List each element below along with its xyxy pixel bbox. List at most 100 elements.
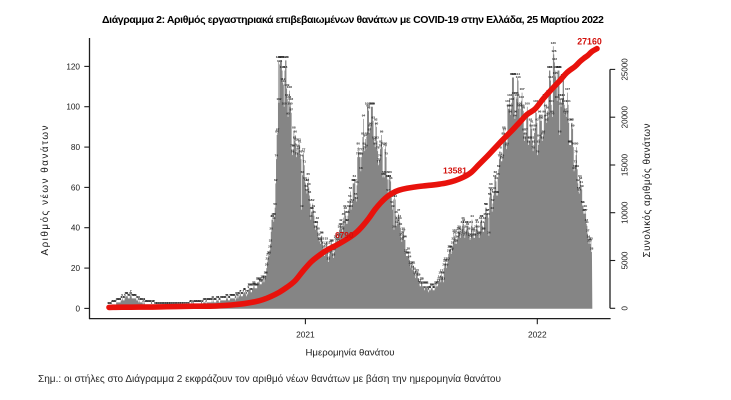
svg-text:100: 100 <box>517 101 522 105</box>
svg-text:3: 3 <box>144 297 146 301</box>
svg-text:20: 20 <box>442 263 446 267</box>
svg-text:15: 15 <box>417 273 421 277</box>
svg-text:114: 114 <box>510 72 515 76</box>
svg-text:75: 75 <box>360 152 364 156</box>
svg-text:63: 63 <box>303 176 307 180</box>
svg-text:Ημερομηνία θανάτου: Ημερομηνία θανάτου <box>306 348 395 359</box>
svg-text:64: 64 <box>387 174 391 178</box>
svg-text:1: 1 <box>174 301 176 305</box>
svg-text:1: 1 <box>173 301 175 305</box>
svg-text:51: 51 <box>350 200 354 204</box>
svg-text:2: 2 <box>199 299 201 303</box>
svg-text:6: 6 <box>238 291 240 295</box>
svg-text:14: 14 <box>260 275 264 279</box>
svg-text:54: 54 <box>392 194 396 198</box>
svg-text:3: 3 <box>214 297 216 301</box>
svg-text:118: 118 <box>548 65 553 69</box>
svg-text:1: 1 <box>186 301 188 305</box>
svg-text:3: 3 <box>209 297 211 301</box>
svg-text:4: 4 <box>123 295 125 299</box>
svg-text:34: 34 <box>455 234 459 238</box>
svg-text:4: 4 <box>227 295 229 299</box>
svg-text:2: 2 <box>199 299 201 303</box>
svg-text:1: 1 <box>177 301 179 305</box>
svg-text:42: 42 <box>345 218 349 222</box>
svg-text:85: 85 <box>365 132 369 136</box>
svg-text:100: 100 <box>369 101 374 105</box>
svg-text:30: 30 <box>324 242 328 246</box>
svg-text:1: 1 <box>183 301 185 305</box>
svg-text:105: 105 <box>512 91 517 95</box>
svg-text:123: 123 <box>278 55 283 59</box>
svg-text:96: 96 <box>542 109 546 113</box>
svg-text:5: 5 <box>227 293 229 297</box>
svg-text:75: 75 <box>499 152 503 156</box>
svg-text:3: 3 <box>140 297 142 301</box>
svg-text:4: 4 <box>222 295 224 299</box>
svg-text:1: 1 <box>172 301 174 305</box>
svg-text:2: 2 <box>113 299 115 303</box>
svg-text:3: 3 <box>118 297 120 301</box>
svg-text:76: 76 <box>574 150 578 154</box>
svg-text:9: 9 <box>433 285 435 289</box>
svg-text:56: 56 <box>308 190 312 194</box>
svg-text:91: 91 <box>530 119 534 123</box>
svg-text:2: 2 <box>145 299 147 303</box>
svg-text:62: 62 <box>351 178 355 182</box>
svg-text:0: 0 <box>621 306 630 311</box>
svg-text:96: 96 <box>514 109 518 113</box>
svg-text:108: 108 <box>287 85 292 89</box>
svg-text:5: 5 <box>127 293 129 297</box>
svg-text:13: 13 <box>256 277 260 281</box>
svg-text:65: 65 <box>383 172 387 176</box>
svg-text:9: 9 <box>427 285 429 289</box>
svg-text:36: 36 <box>459 230 463 234</box>
svg-text:10: 10 <box>251 283 255 287</box>
svg-text:104: 104 <box>560 93 565 97</box>
svg-text:102: 102 <box>276 97 281 101</box>
svg-text:14: 14 <box>438 275 442 279</box>
svg-text:113: 113 <box>548 75 553 79</box>
svg-text:9: 9 <box>428 285 430 289</box>
svg-text:36: 36 <box>401 230 405 234</box>
svg-text:1: 1 <box>175 301 177 305</box>
svg-text:4: 4 <box>221 295 223 299</box>
svg-text:80: 80 <box>575 142 579 146</box>
svg-text:130: 130 <box>551 41 556 45</box>
svg-text:68: 68 <box>572 166 576 170</box>
svg-text:3: 3 <box>116 297 118 301</box>
svg-text:10: 10 <box>431 283 435 287</box>
svg-text:10: 10 <box>430 283 434 287</box>
svg-text:10: 10 <box>254 283 258 287</box>
svg-text:5: 5 <box>230 293 232 297</box>
svg-text:39: 39 <box>474 224 478 228</box>
svg-text:118: 118 <box>547 65 552 69</box>
svg-text:5: 5 <box>237 293 239 297</box>
svg-text:1: 1 <box>110 301 112 305</box>
svg-text:3: 3 <box>212 297 214 301</box>
svg-text:79: 79 <box>295 144 299 148</box>
svg-text:1: 1 <box>159 301 161 305</box>
svg-text:2: 2 <box>198 299 200 303</box>
svg-text:85: 85 <box>541 132 545 136</box>
svg-text:2: 2 <box>152 299 154 303</box>
svg-text:81: 81 <box>532 140 536 144</box>
svg-text:1: 1 <box>157 301 159 305</box>
svg-text:81: 81 <box>379 140 383 144</box>
svg-text:12: 12 <box>418 279 422 283</box>
svg-text:95: 95 <box>551 111 555 115</box>
svg-text:1: 1 <box>165 301 167 305</box>
svg-text:2: 2 <box>153 299 155 303</box>
svg-text:41: 41 <box>462 220 466 224</box>
svg-text:13: 13 <box>437 277 441 281</box>
svg-text:5: 5 <box>232 293 234 297</box>
svg-text:105: 105 <box>514 91 519 95</box>
svg-text:6: 6 <box>242 291 244 295</box>
svg-text:16: 16 <box>441 271 445 275</box>
svg-text:1: 1 <box>158 301 160 305</box>
svg-text:31: 31 <box>321 240 325 244</box>
svg-text:1: 1 <box>184 301 186 305</box>
svg-text:74: 74 <box>299 154 303 158</box>
svg-text:2: 2 <box>147 299 149 303</box>
svg-text:113: 113 <box>516 75 521 79</box>
